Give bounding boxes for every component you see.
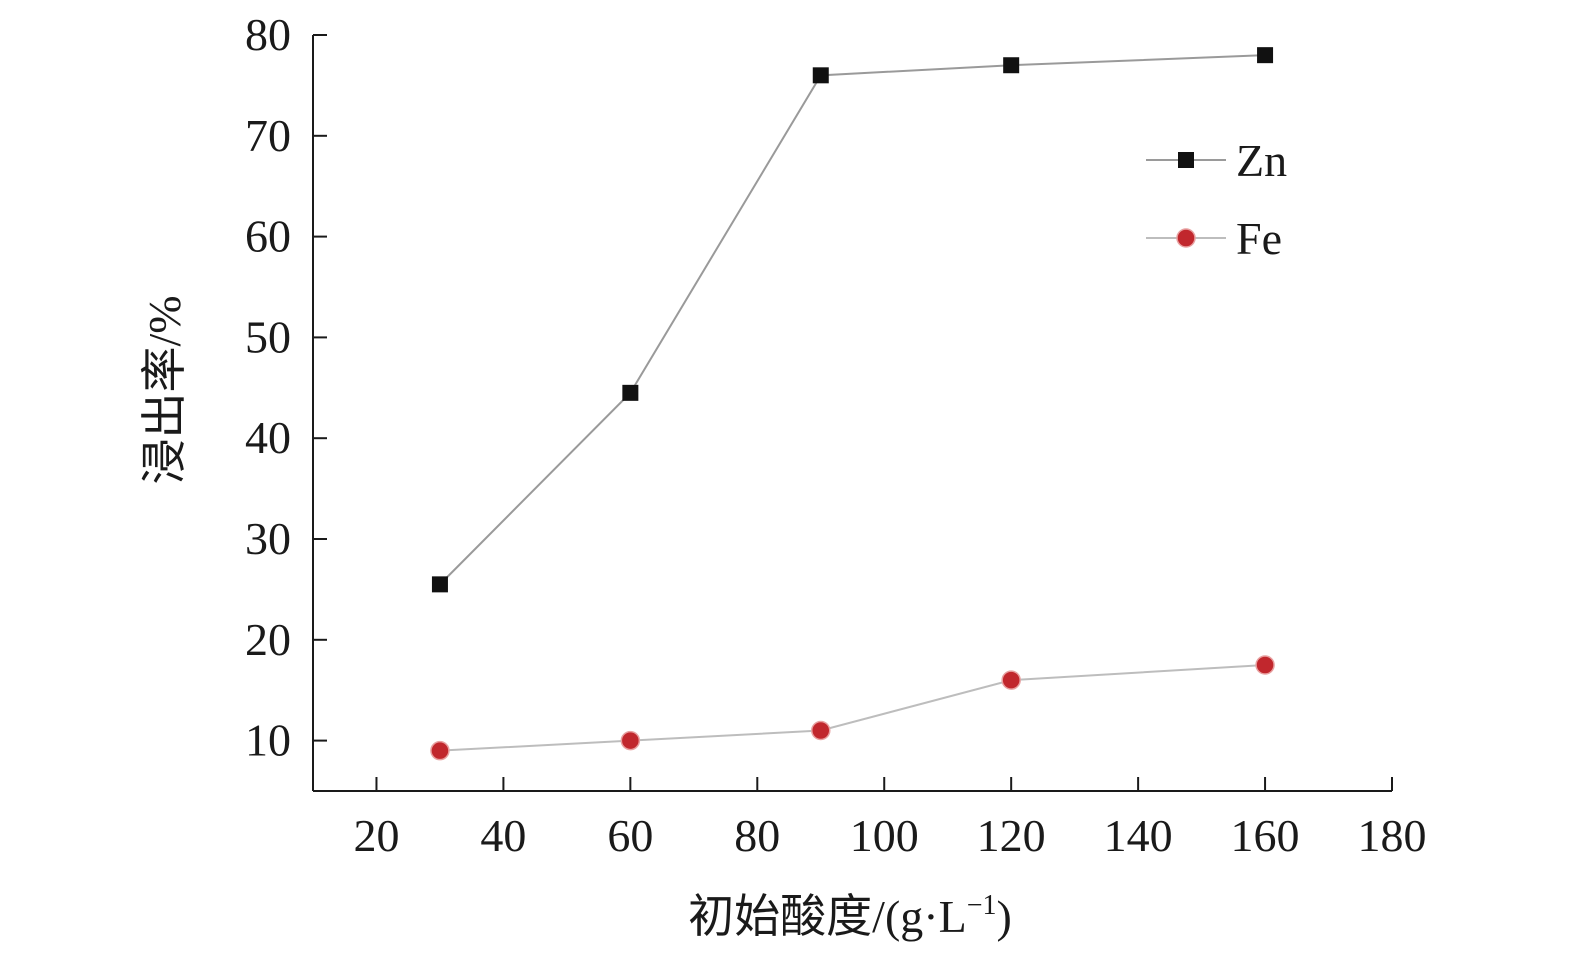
y-tick-label: 20 bbox=[245, 614, 291, 665]
legend-marker bbox=[1178, 152, 1194, 168]
x-tick-label: 60 bbox=[607, 810, 653, 861]
x-tick-label: 20 bbox=[353, 810, 399, 861]
x-axis-title-close: ) bbox=[996, 891, 1011, 942]
legend: Zn Fe bbox=[1146, 135, 1287, 264]
x-axis-title-text: 初始酸度/(g·L bbox=[688, 891, 967, 942]
y-tick-label: 60 bbox=[245, 211, 291, 262]
series-fe bbox=[430, 655, 1275, 761]
x-tick-label: 160 bbox=[1231, 810, 1300, 861]
y-tick-label: 10 bbox=[245, 715, 291, 766]
data-point-fe bbox=[1255, 655, 1275, 675]
axes bbox=[312, 35, 1392, 792]
x-axis-title: 初始酸度/(g·L−1) bbox=[688, 890, 1012, 942]
y-tick-label: 70 bbox=[245, 110, 291, 161]
data-point-fe bbox=[811, 720, 831, 741]
data-point-fe bbox=[430, 740, 450, 761]
series-line-fe bbox=[439, 664, 1266, 752]
y-axis-title: 浸出率/% bbox=[139, 295, 190, 484]
legend-entry-zn: Zn bbox=[1146, 135, 1287, 186]
series-line-zn bbox=[439, 54, 1266, 586]
x-tick-label: 140 bbox=[1104, 810, 1173, 861]
x-tick-label: 80 bbox=[734, 810, 780, 861]
ticks: 10 20 30 40 50 60 70 80 20 40 60 80 100 120 140 160 180 bbox=[245, 9, 1427, 861]
data-point-fe bbox=[620, 730, 641, 751]
legend-label: Zn bbox=[1236, 135, 1287, 186]
data-point-zn bbox=[812, 67, 829, 84]
series bbox=[430, 47, 1275, 761]
series-zn bbox=[431, 47, 1274, 593]
y-tick-label: 30 bbox=[245, 513, 291, 564]
x-tick-label: 100 bbox=[850, 810, 919, 861]
data-point-zn bbox=[1257, 47, 1274, 64]
y-tick-label: 50 bbox=[245, 311, 291, 362]
legend-label: Fe bbox=[1236, 213, 1282, 264]
y-tick-label: 80 bbox=[245, 9, 291, 60]
x-tick-label: 40 bbox=[480, 810, 526, 861]
x-tick-label: 180 bbox=[1358, 810, 1427, 861]
data-point-zn bbox=[622, 384, 639, 401]
x-tick-label: 120 bbox=[977, 810, 1046, 861]
data-point-zn bbox=[1003, 57, 1020, 74]
x-axis-title-superscript: −1 bbox=[967, 890, 997, 921]
legend-marker bbox=[1176, 228, 1196, 248]
data-point-fe bbox=[1001, 670, 1021, 690]
data-point-zn bbox=[431, 576, 448, 593]
legend-entry-fe: Fe bbox=[1146, 213, 1282, 264]
y-tick-label: 40 bbox=[245, 412, 291, 463]
